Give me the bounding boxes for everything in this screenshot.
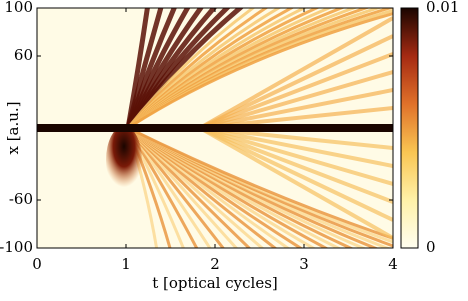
stripe [199, 16, 393, 130]
stripe [127, 126, 393, 240]
y-tick-label: 60 [14, 46, 33, 64]
x-tick-label: 0 [32, 255, 42, 273]
colorbar [400, 7, 419, 249]
stripe [199, 126, 393, 186]
stripe [199, 126, 393, 222]
stripe [199, 88, 393, 130]
colorbar-tick-label: 0.01 [426, 0, 459, 16]
y-tick-label: -100 [0, 238, 33, 256]
colorbar-tick-label: 0 [426, 238, 436, 256]
stripe [127, 12, 393, 130]
stripe [199, 70, 393, 130]
stripe [199, 34, 393, 130]
y-tick-label: 100 [4, 0, 33, 16]
stripe [199, 126, 393, 240]
stripe [199, 126, 393, 168]
x-tick-label: 2 [210, 255, 220, 273]
x-tick-label: 3 [299, 255, 309, 273]
x-tick-label: 4 [388, 255, 398, 273]
y-tick-label: -60 [9, 190, 33, 208]
heatmap-image [37, 8, 393, 248]
stripe [199, 52, 393, 130]
stripe [199, 126, 393, 204]
y-axis-label: x [a.u.] [4, 101, 22, 154]
x-tick-label: 1 [121, 255, 131, 273]
x-axis-label: t [optical cycles] [152, 274, 278, 292]
